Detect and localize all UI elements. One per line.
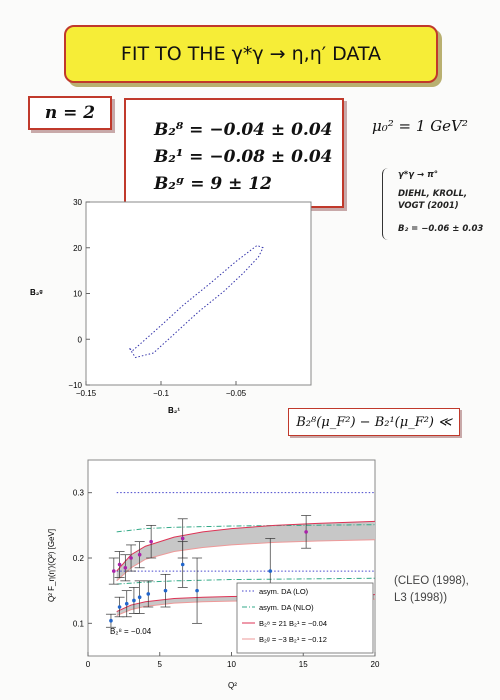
ff-inner-label: B₂⁸ = −0.04	[110, 627, 152, 636]
contour-ellipse	[129, 244, 264, 359]
contour-curve-group	[129, 244, 264, 359]
contour-ylabel: B₂ᵍ	[30, 288, 42, 297]
inequality-box: B₂⁸(μ_F²) − B₂¹(μ_F²) ≪	[288, 408, 460, 436]
contour-xtick-label: −0.05	[226, 389, 247, 398]
eta-point	[163, 588, 168, 593]
ff-ytick-label: 0.2	[73, 554, 85, 563]
fit-results-box: B₂⁸ = −0.04 ± 0.04 B₂¹ = −0.08 ± 0.04 B₂…	[124, 98, 344, 208]
ff-legend-label: B₂ᵍ = −3 B₂¹ = −0.12	[259, 635, 327, 644]
ff-curve	[116, 520, 376, 572]
eta-prime-point	[137, 552, 142, 557]
reference-line-1: (CLEO (1998),	[394, 575, 469, 587]
fit-result-b1: B₂¹ = −0.08 ± 0.04	[154, 147, 333, 167]
scale-label: μ₀² = 1 GeV²	[372, 117, 468, 135]
ff-ytick-label: 0.3	[73, 489, 85, 498]
ff-curve	[116, 539, 376, 582]
eta-point	[137, 595, 142, 599]
eta-point	[124, 601, 129, 606]
fit-result-b8: B₂⁸ = −0.04 ± 0.04	[154, 120, 333, 140]
ff-legend: asym. DA (LO) asym. DA (NLO) B₂⁸ = 21 B₂¹ …	[236, 582, 374, 654]
contour-ytick-label: 10	[73, 290, 82, 299]
slide-title-text: FIT TO THE γ*γ → η,η′ DATA	[120, 43, 382, 65]
eta-point	[180, 562, 185, 567]
eta-prime-point	[123, 566, 128, 570]
eta-prime-point	[180, 536, 185, 541]
eta-prime-point	[304, 530, 308, 534]
contour-ytick-label: −10	[68, 381, 82, 390]
contour-plot-frame	[85, 201, 312, 386]
contour-xtick-label: −0.15	[76, 389, 97, 398]
note-line-1: γ*γ → π°	[398, 170, 439, 180]
ff-xlabel: Q²	[228, 681, 237, 690]
eta-prime-point	[129, 556, 133, 560]
form-factor-chart: 0 5 10 15 20 0.1 0.2 0.3 B₂⁸ = −0.04 asym. DA (…	[47, 459, 380, 690]
contour-ytick-label: 0	[78, 335, 83, 344]
n-value-box: n = 2	[28, 96, 112, 130]
note-brace	[382, 168, 395, 240]
note-line-4: B₂ = −0.06 ± 0.03	[398, 224, 484, 234]
note-line-2: DIEHL, KROLL,	[398, 189, 468, 199]
ff-xtick-label: 5	[158, 660, 163, 669]
n-value-label: n = 2	[44, 103, 96, 123]
eta-point	[117, 605, 122, 609]
note-line-3: VOGT (2001)	[398, 201, 459, 211]
ff-curve	[116, 524, 376, 533]
eta-prime-point	[149, 539, 153, 544]
eta-prime-point	[117, 562, 122, 567]
contour-xtick-label: −0.1	[153, 389, 169, 398]
contour-ytick-label: 30	[73, 198, 82, 207]
ff-legend-label: asym. DA (NLO)	[259, 603, 314, 612]
eta-prime-point	[112, 569, 116, 573]
inequality-text: B₂⁸(μ_F²) − B₂¹(μ_F²) ≪	[296, 414, 452, 430]
ff-points	[105, 515, 312, 628]
contour-xlabel: B₂¹	[168, 406, 180, 415]
ff-legend-label: asym. DA (LO)	[259, 587, 309, 596]
eta-point	[195, 588, 199, 593]
reference-line-2: L3 (1998))	[394, 592, 448, 604]
slide-title: FIT TO THE γ*γ → η,η′ DATA	[64, 25, 438, 83]
eta-point	[268, 569, 273, 573]
ff-xtick-label: 20	[371, 660, 380, 669]
eta-point	[132, 598, 136, 603]
ff-xtick-label: 0	[86, 660, 91, 669]
contour-chart: −0.15 −0.1 −0.05 −10 0 10 20 30 B₂ᵍ B₂¹	[30, 198, 312, 415]
fit-result-bg: B₂ᵍ = 9 ± 12	[154, 174, 272, 194]
ff-legend-label: B₂⁸ = 21 B₂¹ = −0.04	[259, 619, 327, 628]
ff-ytick-label: 0.1	[73, 619, 85, 628]
ff-xtick-label: 15	[299, 660, 308, 669]
eta-point	[146, 592, 151, 596]
contour-axes: −0.15 −0.1 −0.05 −10 0 10 20 30	[68, 198, 246, 398]
ff-ylabel: Q² F_η(η′)(Q²) [GeV]	[47, 529, 56, 602]
ff-xtick-label: 10	[227, 660, 236, 669]
ff-curve	[116, 577, 376, 585]
eta-point	[109, 618, 113, 623]
contour-ytick-label: 20	[73, 244, 82, 253]
ff-legend-box	[236, 582, 374, 654]
ff-axes: 0 5 10 15 20 0.1 0.2 0.3	[73, 489, 380, 669]
